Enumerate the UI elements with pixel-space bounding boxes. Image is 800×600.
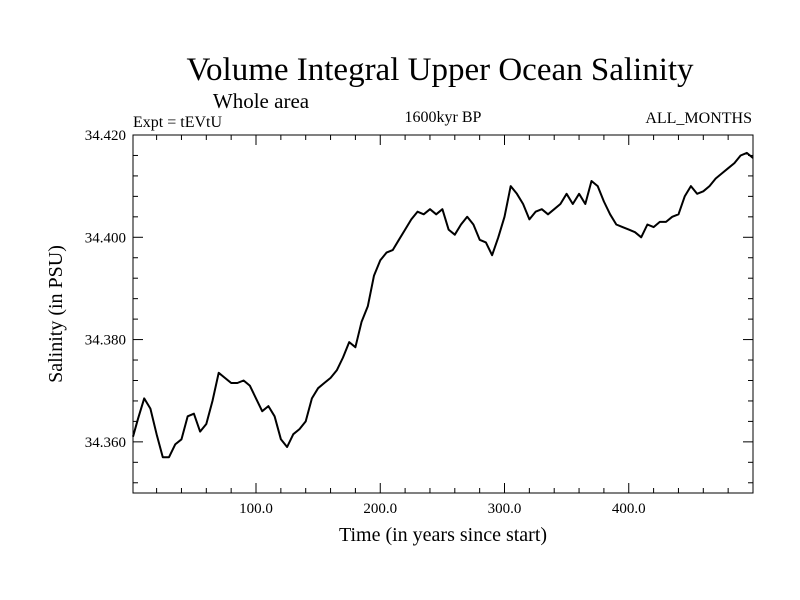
- months-label: ALL_MONTHS: [645, 110, 752, 127]
- x-axis-tick-labels: 100.0 200.0 300.0 400.0: [239, 501, 645, 517]
- y-axis-ticks: [133, 134, 753, 484]
- y-axis-label: Salinity (in PSU): [45, 245, 67, 383]
- x-tick-label: 200.0: [363, 501, 397, 517]
- x-tick-label: 300.0: [488, 501, 522, 517]
- y-axis-tick-labels: 34.360 34.380 34.400 34.420: [85, 128, 126, 451]
- y-tick-label: 34.360: [85, 435, 126, 451]
- chart-subtitle: Whole area: [213, 89, 310, 113]
- y-tick-label: 34.420: [85, 128, 126, 144]
- salinity-series-line: [132, 151, 754, 459]
- x-tick-label: 400.0: [612, 501, 646, 517]
- x-axis-label: Time (in years since start): [339, 524, 547, 546]
- plot-frame: [132, 134, 754, 494]
- y-tick-label: 34.400: [85, 230, 126, 246]
- chart-title: Volume Integral Upper Ocean Salinity: [186, 52, 694, 88]
- x-tick-label: 100.0: [239, 501, 273, 517]
- period-label: 1600kyr BP: [405, 109, 482, 126]
- experiment-label: Expt = tEVtU: [133, 114, 222, 131]
- y-tick-label: 34.380: [85, 333, 126, 349]
- x-axis-ticks: [156, 135, 729, 493]
